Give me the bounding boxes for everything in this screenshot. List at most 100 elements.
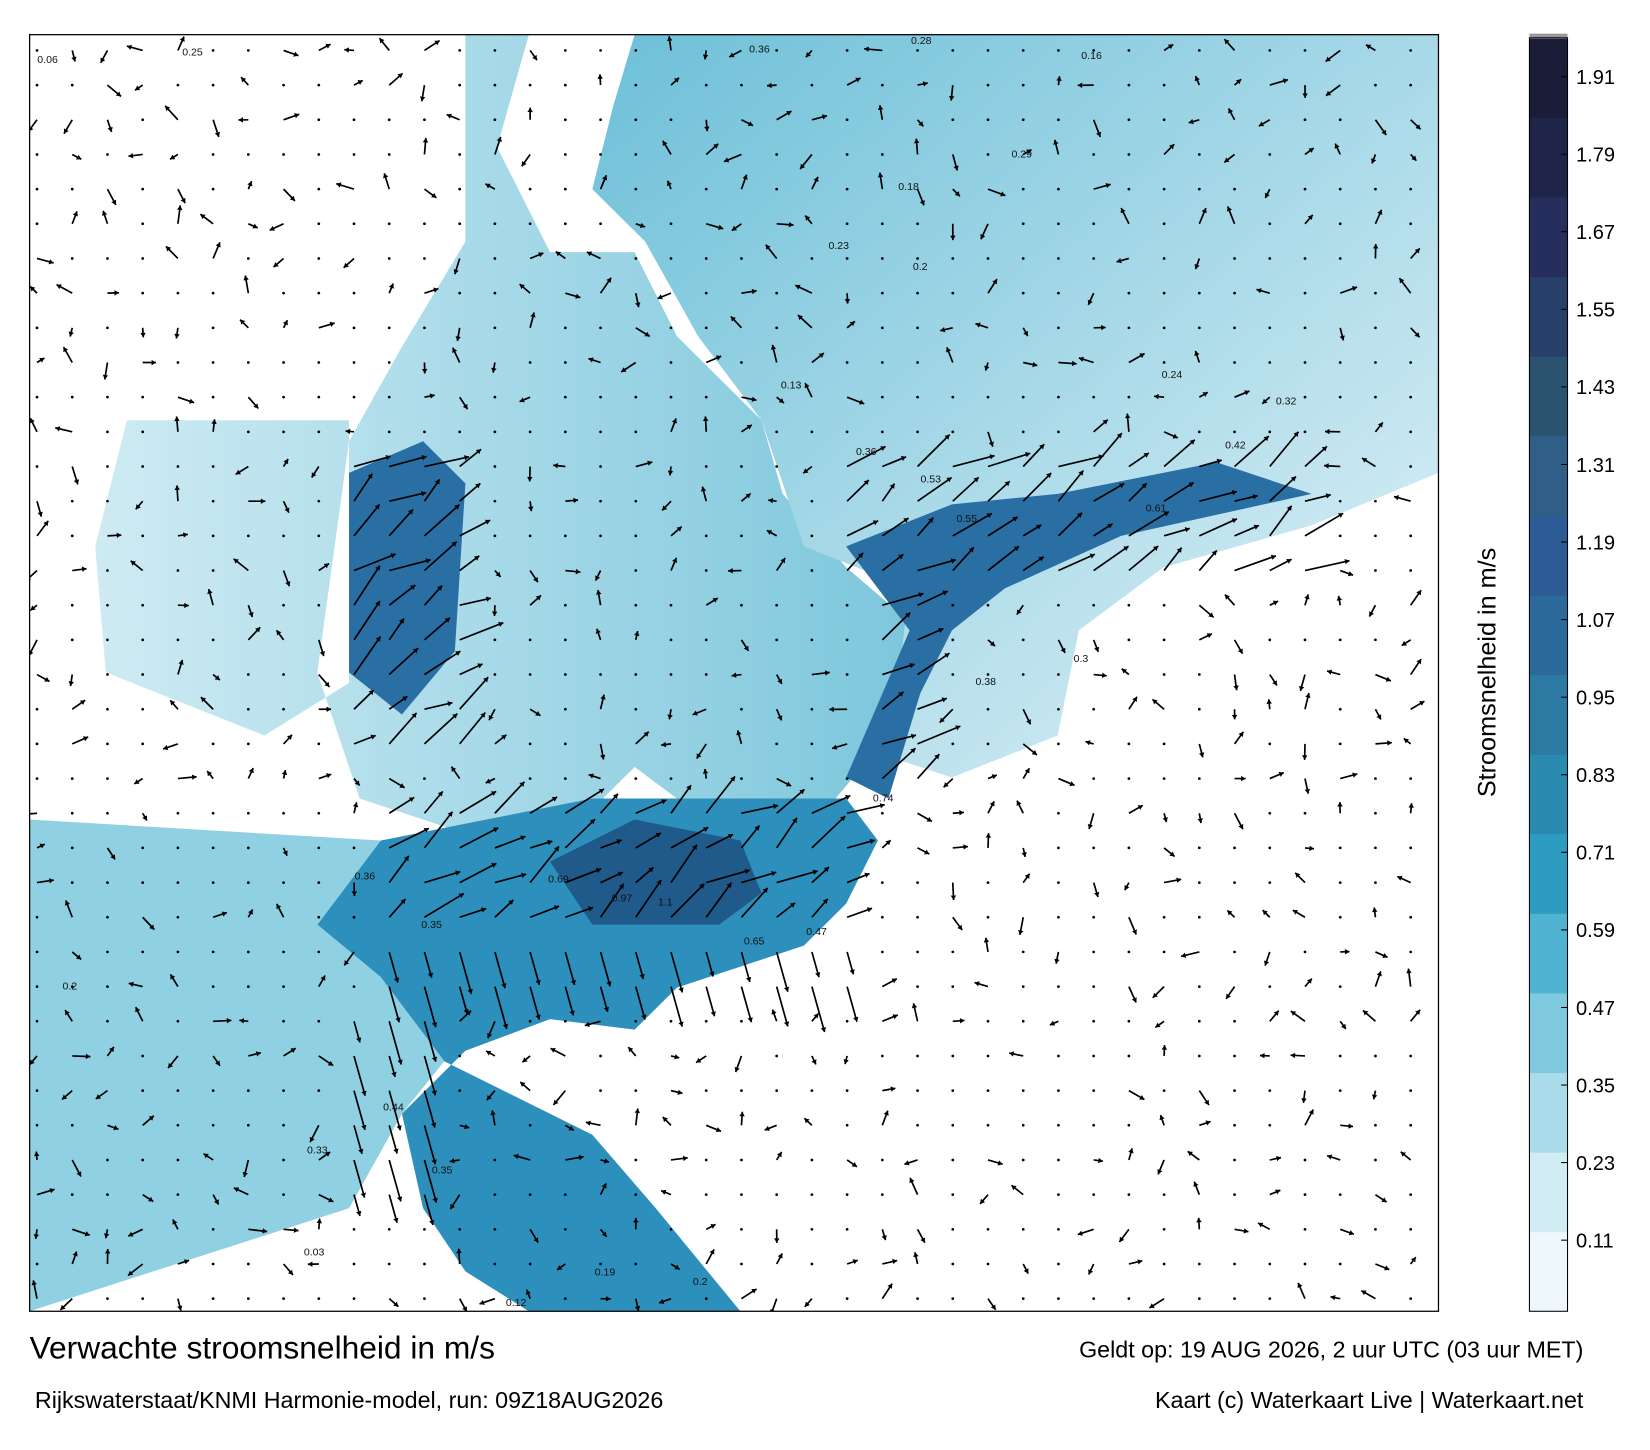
vector-head <box>596 590 602 595</box>
vector-shaft <box>1163 481 1195 502</box>
vector-dot <box>1303 326 1307 330</box>
vector-dot <box>176 915 180 919</box>
vector-shaft <box>811 794 851 815</box>
vector-dot <box>1338 499 1342 503</box>
vector-dot <box>1233 1158 1236 1162</box>
vector-dot <box>106 638 109 642</box>
vector-dot <box>1303 1158 1307 1162</box>
vector-dot <box>1303 361 1307 364</box>
vector-dot <box>458 1227 462 1231</box>
vector-dot <box>1409 534 1413 538</box>
vector-dot <box>916 1123 919 1127</box>
vector-dot <box>387 153 391 156</box>
vector-head <box>674 1264 680 1270</box>
vector-dot <box>423 1227 426 1231</box>
vector-shaft <box>1057 469 1085 502</box>
vector-head <box>845 795 851 800</box>
vector-dot <box>951 1089 955 1092</box>
vector-dot <box>1021 187 1025 191</box>
vector-shaft <box>424 892 465 918</box>
vector-head <box>1071 360 1077 367</box>
vector-dot <box>1127 326 1131 330</box>
vector-dot <box>810 1158 814 1162</box>
vector-head <box>1258 121 1265 127</box>
vector-dot <box>106 1297 109 1301</box>
vector-head <box>241 77 247 83</box>
vector-dot <box>810 569 814 572</box>
vector-dot <box>951 49 955 52</box>
vector-shaft <box>882 592 924 607</box>
vector-head <box>659 1298 665 1304</box>
vector-dot <box>775 1193 779 1197</box>
vector-dot <box>1092 603 1096 607</box>
vector-head <box>95 1094 102 1099</box>
vector-head <box>400 898 406 905</box>
inlet <box>349 441 1312 799</box>
vector-dot <box>599 465 602 468</box>
vector-head <box>493 827 499 833</box>
vector-head <box>939 717 945 723</box>
vector-dot <box>246 985 250 988</box>
vector-head <box>287 1269 294 1275</box>
vector-head <box>800 163 806 170</box>
vector-head <box>1258 1222 1264 1228</box>
vector-head <box>1172 433 1178 439</box>
vector-dot <box>1057 1089 1060 1092</box>
vector-head <box>490 791 497 797</box>
colorbar-tick-label: 0.23 <box>1576 1153 1615 1175</box>
vector-head <box>1016 609 1022 615</box>
vector-shaft <box>740 951 751 983</box>
vector-shaft <box>1304 512 1344 537</box>
vector-dot <box>563 395 567 399</box>
vector-head <box>491 367 497 373</box>
speed-label: 0.13 <box>781 380 802 392</box>
vector-dot <box>528 222 532 226</box>
vector-head <box>641 1014 647 1020</box>
vector-head <box>115 91 122 97</box>
vector-head <box>829 706 834 713</box>
vector-dot <box>352 222 356 226</box>
vector-head <box>877 105 884 111</box>
vector-head <box>1152 992 1158 998</box>
vector-head <box>140 332 146 338</box>
vector-dot <box>1374 291 1377 295</box>
vector-head <box>177 1305 183 1311</box>
vector-head <box>751 288 757 295</box>
vector-dot <box>211 1123 215 1127</box>
vector-head <box>1036 524 1042 530</box>
vector-dot <box>951 1158 955 1162</box>
vector-head <box>519 397 525 403</box>
vector-head <box>730 316 736 322</box>
vector-shaft <box>1198 518 1238 537</box>
speed-label: 0.44 <box>383 1102 404 1114</box>
vector-head <box>570 979 576 985</box>
vector-head <box>207 589 213 595</box>
vector-head <box>968 547 974 553</box>
vector-dot <box>634 707 638 711</box>
vector-head <box>444 617 450 623</box>
vector-head <box>1176 547 1182 553</box>
vector-shaft <box>952 476 980 502</box>
vector-head <box>276 903 282 910</box>
vector-dot <box>1057 326 1060 330</box>
vector-head <box>1094 646 1100 652</box>
vector-head <box>922 81 928 87</box>
vector-shaft <box>881 691 905 710</box>
vector-head <box>1116 433 1122 439</box>
vector-dot <box>106 673 109 676</box>
vector-head <box>1344 949 1350 955</box>
vector-shaft <box>388 986 401 1023</box>
vector-dot <box>563 603 567 607</box>
vector-shaft <box>459 827 499 849</box>
vector-dot <box>1021 395 1025 399</box>
vector-shaft <box>529 905 560 919</box>
vector-dot <box>1127 777 1131 780</box>
vector-head <box>1155 1022 1161 1028</box>
vector-dot <box>704 291 708 295</box>
vector-dot <box>563 1193 567 1197</box>
vector-head <box>647 460 653 466</box>
vector-dot <box>704 569 708 572</box>
vector-head <box>667 714 673 720</box>
vector-head <box>113 1125 119 1131</box>
vector-head <box>1107 523 1113 529</box>
